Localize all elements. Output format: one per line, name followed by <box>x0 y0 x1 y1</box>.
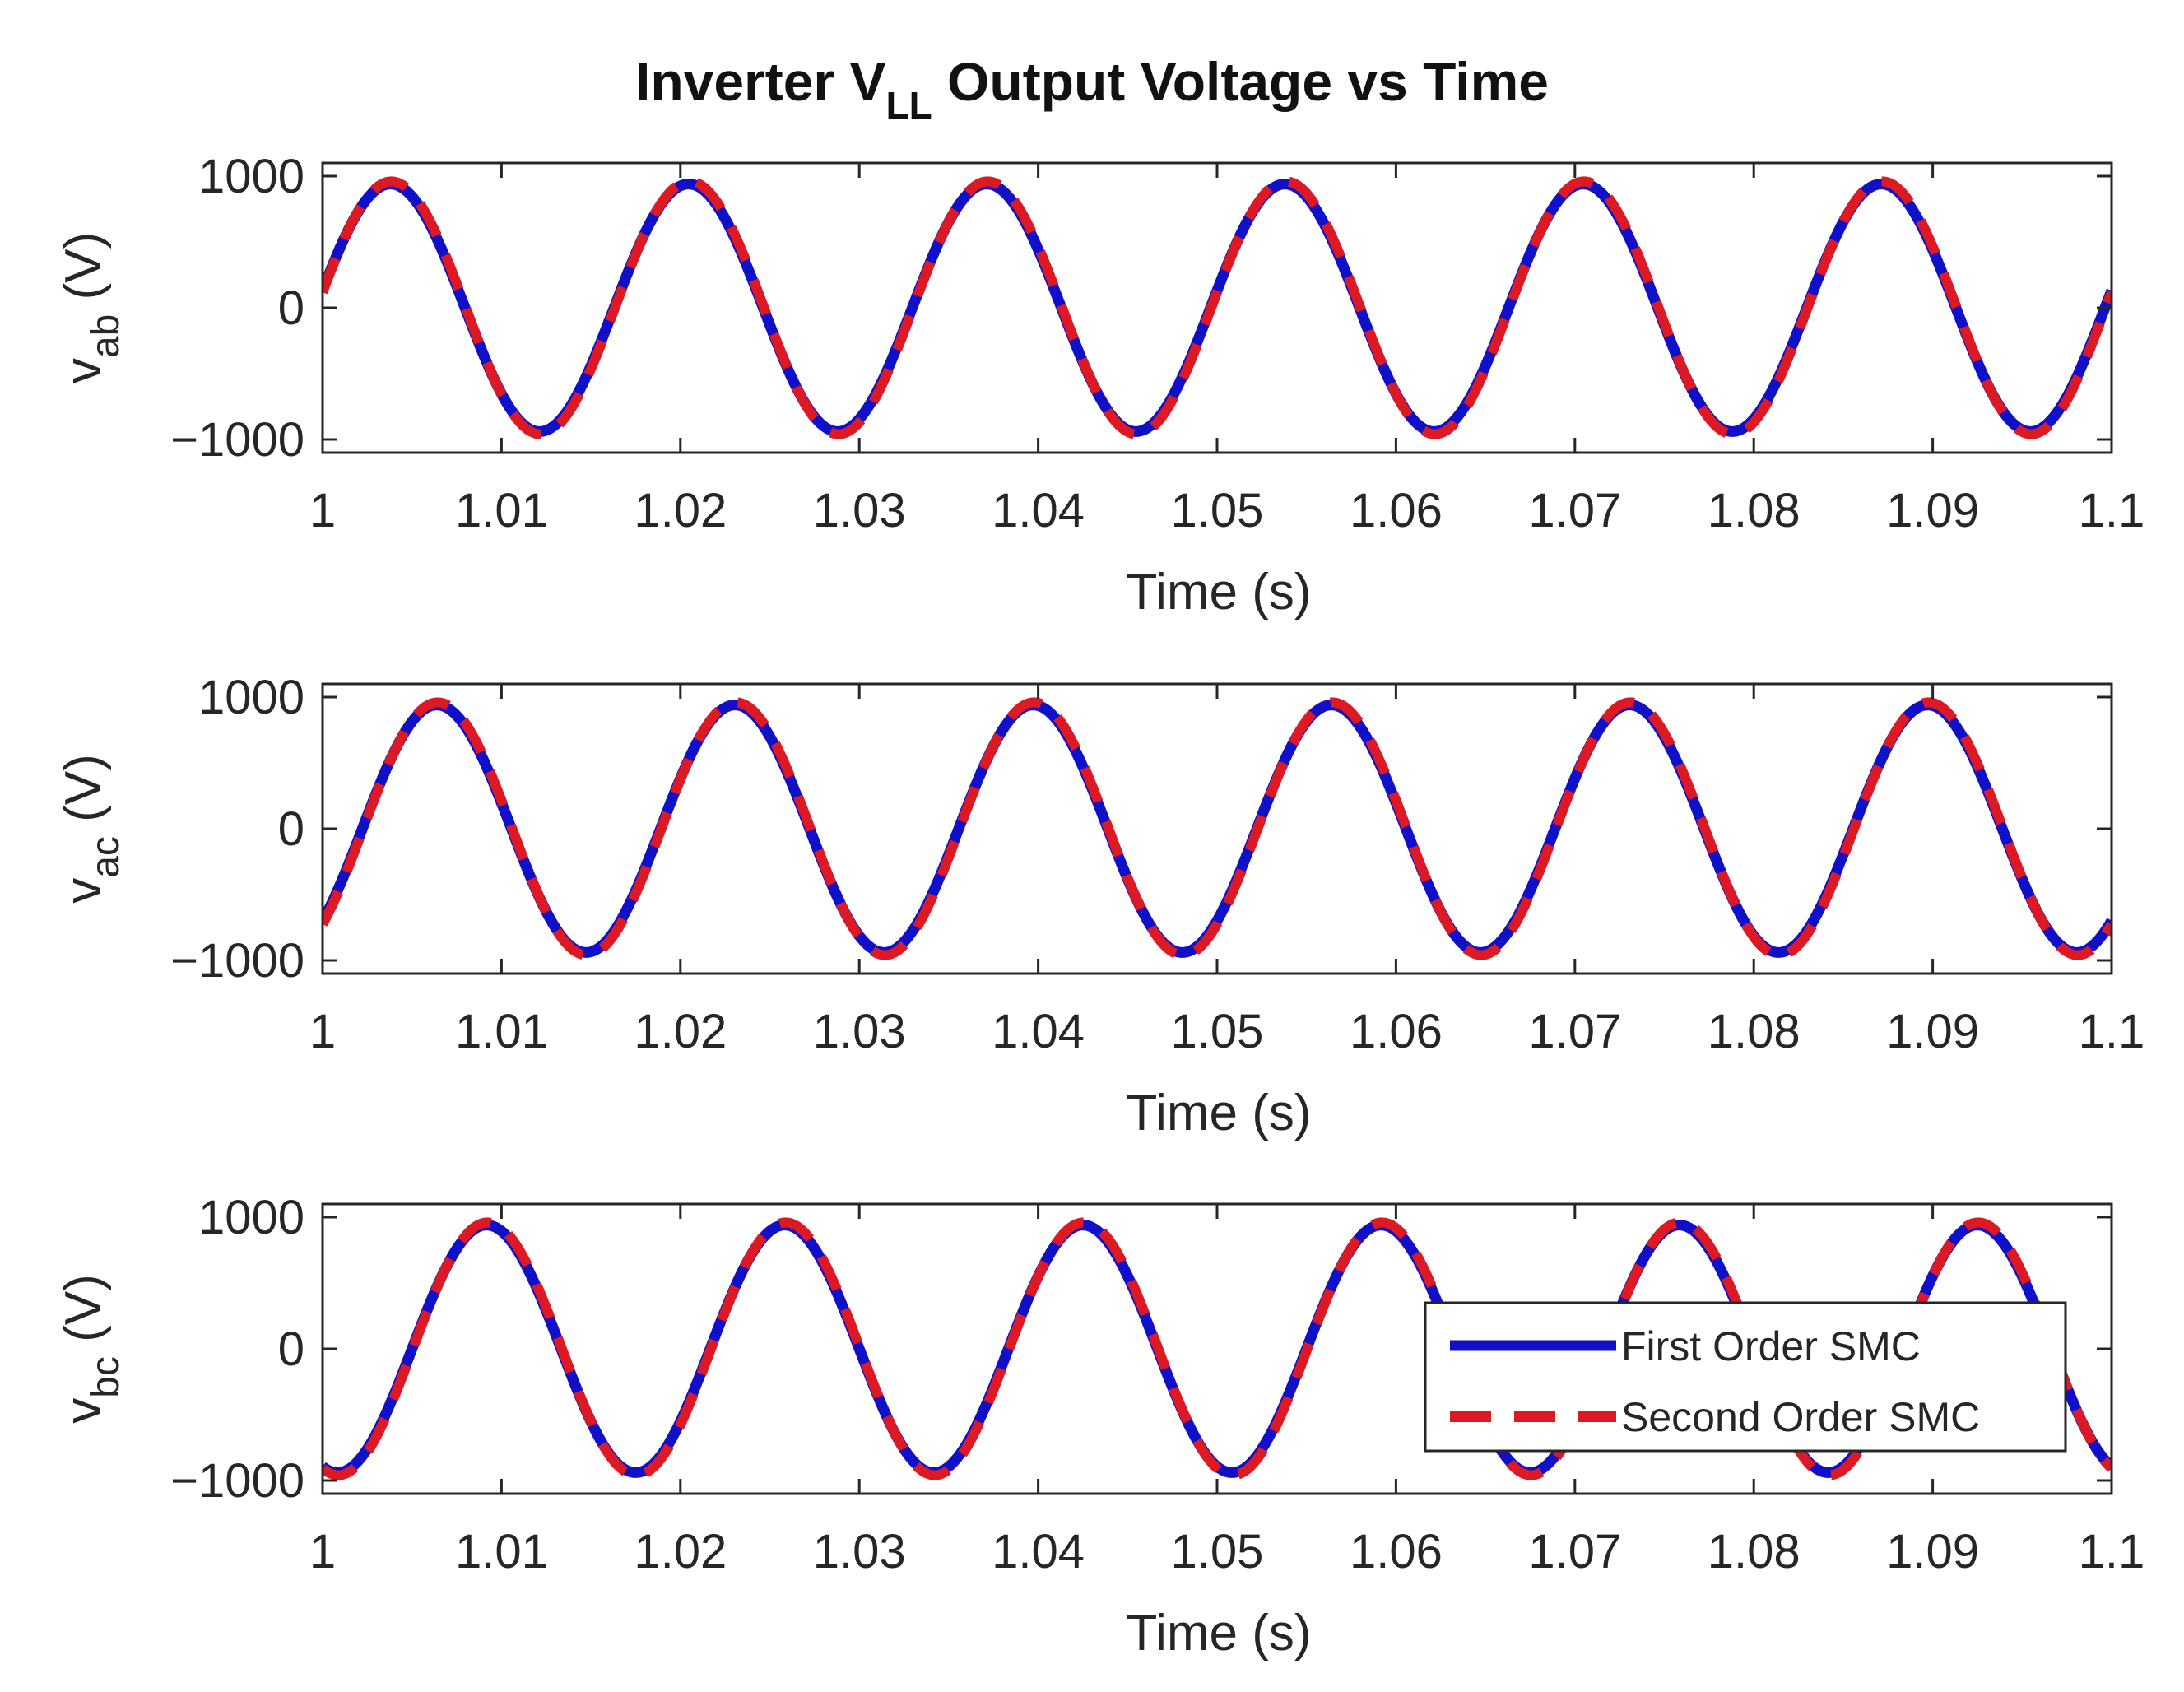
y-axis-label: vab (V) <box>55 232 128 383</box>
subplot-panel-2: 1 1.01 1.02 1.03 1.04 1.05 1.06 1.07 1.08 1.09 1.1… <box>55 671 2145 1141</box>
x-tick-label: 1.05 <box>1171 1005 1264 1058</box>
chart-title-subscript: LL <box>885 84 932 127</box>
plot-area <box>323 163 2112 453</box>
x-tick-label: 1.03 <box>813 1005 906 1058</box>
x-tick-label: 1.05 <box>1171 1525 1264 1578</box>
x-tick-label: 1.1 <box>2079 1005 2145 1058</box>
y-axis-label-subscript: ab <box>84 314 128 358</box>
x-tick-label: 1.09 <box>1886 1005 1979 1058</box>
legend-label: Second Order SMC <box>1621 1394 1980 1440</box>
x-axis-label: Time (s) <box>1127 1605 1312 1662</box>
y-axis-label-unit: (V) <box>55 1274 112 1356</box>
x-tick-label: 1.06 <box>1350 1525 1443 1578</box>
x-tick-label: 1.09 <box>1886 1525 1979 1578</box>
y-tick-label: −1000 <box>170 413 304 467</box>
x-axis-label: Time (s) <box>1127 1085 1312 1141</box>
subplot-panels: 1 1.01 1.02 1.03 1.04 1.05 1.06 1.07 1.08 1.09 1.1… <box>55 150 2145 1662</box>
x-tick-label: 1.1 <box>2079 484 2145 537</box>
series-group <box>323 1217 2112 1480</box>
x-tick-label: 1.07 <box>1528 484 1621 537</box>
y-axis-label-unit: (V) <box>55 232 112 314</box>
y-axis-label-main: v <box>55 878 112 904</box>
x-tick-label: 1.03 <box>813 484 906 537</box>
y-tick-label: −1000 <box>170 1454 304 1508</box>
series-group <box>323 697 2112 960</box>
y-tick-label: 0 <box>278 1322 304 1376</box>
x-tick-label: 1.01 <box>455 1525 548 1578</box>
x-tick-label: 1.04 <box>992 1005 1085 1058</box>
legend-box <box>1424 1301 2067 1453</box>
legend: First Order SMC Second Order SMC <box>1424 1301 2067 1453</box>
x-tick-label: 1.02 <box>634 1525 727 1578</box>
x-tick-label: 1.08 <box>1708 1525 1801 1578</box>
y-tick-label: −1000 <box>170 934 304 988</box>
y-axis-label-main: v <box>55 358 112 383</box>
subplot-panel-1: 1 1.01 1.02 1.03 1.04 1.05 1.06 1.07 1.08 1.09 1.1… <box>55 150 2145 621</box>
x-tick-label: 1.08 <box>1708 484 1801 537</box>
x-tick-label: 1.06 <box>1350 484 1443 537</box>
x-tick-label: 1 <box>309 1005 336 1058</box>
y-tick-label: 0 <box>278 802 304 856</box>
y-axis-label-subscript: bc <box>84 1356 128 1398</box>
legend-label: First Order SMC <box>1621 1323 1921 1369</box>
chart-title-prefix: Inverter V <box>635 51 885 112</box>
y-axis-label: vbc (V) <box>55 1274 128 1424</box>
y-tick-label: 1000 <box>198 150 304 203</box>
x-tick-label: 1.05 <box>1171 484 1264 537</box>
series-line-second-order-smc <box>323 176 2112 439</box>
series-group <box>323 176 2112 439</box>
x-axis-label: Time (s) <box>1127 564 1312 621</box>
x-tick-label: 1 <box>309 484 336 537</box>
x-tick-label: 1 <box>309 1525 336 1578</box>
x-tick-label: 1.01 <box>455 484 548 537</box>
series-line-second-order-smc <box>323 1217 2112 1480</box>
x-tick-label: 1.01 <box>455 1005 548 1058</box>
x-tick-label: 1.1 <box>2079 1525 2145 1578</box>
x-tick-label: 1.02 <box>634 484 727 537</box>
y-axis-label-main: v <box>55 1398 112 1424</box>
chart-title-suffix: Output Voltage vs Time <box>932 51 1549 112</box>
y-tick-label: 1000 <box>198 1191 304 1244</box>
y-axis-label-subscript: ac <box>84 836 128 878</box>
y-axis-label-unit: (V) <box>55 754 112 836</box>
x-tick-label: 1.08 <box>1708 1005 1801 1058</box>
x-tick-label: 1.04 <box>992 1525 1085 1578</box>
series-line-second-order-smc <box>323 697 2112 960</box>
x-tick-label: 1.09 <box>1886 484 1979 537</box>
y-axis-label: vac (V) <box>55 754 128 904</box>
y-tick-label: 1000 <box>198 671 304 724</box>
x-tick-label: 1.02 <box>634 1005 727 1058</box>
x-tick-label: 1.07 <box>1528 1005 1621 1058</box>
x-tick-label: 1.07 <box>1528 1525 1621 1578</box>
x-tick-label: 1.04 <box>992 484 1085 537</box>
y-tick-label: 0 <box>278 281 304 335</box>
chart-title: Inverter VLL Output Voltage vs Time <box>635 51 1549 127</box>
x-tick-label: 1.06 <box>1350 1005 1443 1058</box>
x-tick-label: 1.03 <box>813 1525 906 1578</box>
